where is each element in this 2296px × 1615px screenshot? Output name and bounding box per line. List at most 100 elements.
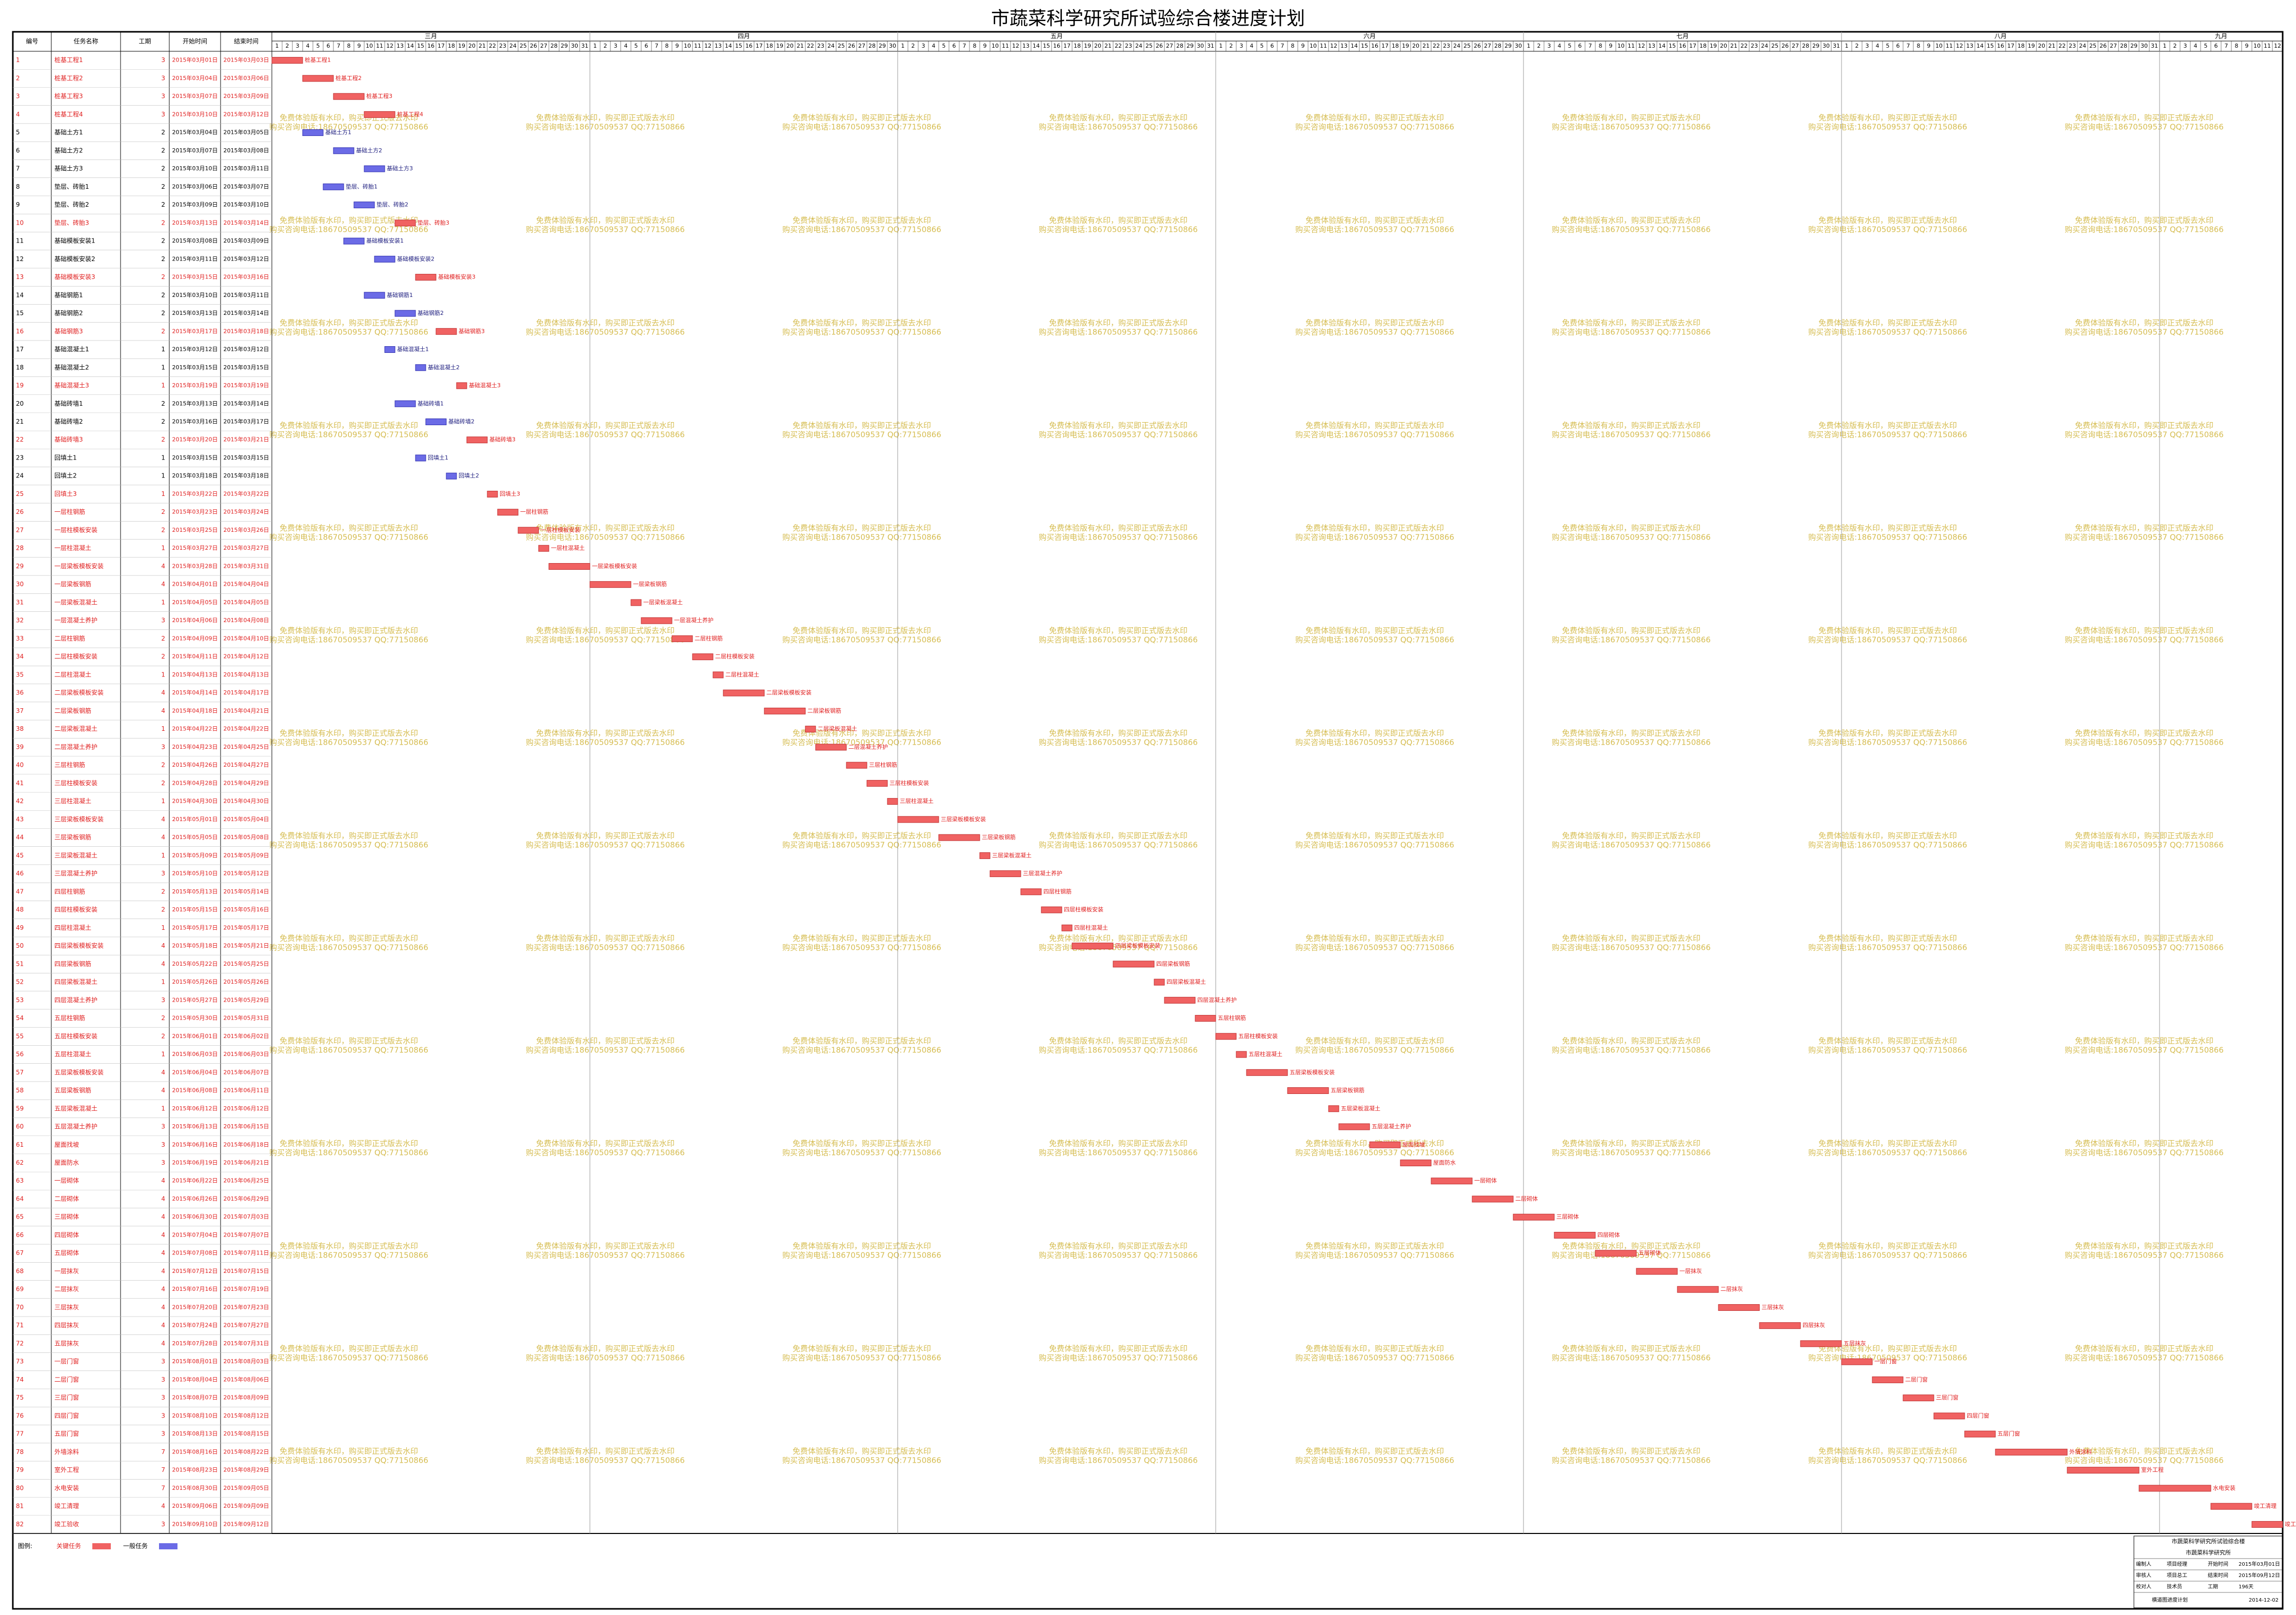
task-duration: 3 (161, 1394, 165, 1401)
task-end: 2015年03月14日 (224, 400, 269, 407)
task-id: 4 (16, 111, 20, 118)
task-id: 31 (16, 599, 24, 606)
watermark: 免费体验版有水印，购买即正式版去水印 (1818, 1242, 1957, 1251)
task-start: 2015年06月04日 (172, 1068, 218, 1075)
task-name: 垫层、砖胎2 (54, 201, 89, 208)
watermark: 购买咨询电话:18670509537 QQ:77150866 (1295, 1456, 1454, 1465)
task-bar (497, 509, 519, 516)
watermark: 购买咨询电话:18670509537 QQ:77150866 (1808, 1251, 1967, 1260)
watermark: 免费体验版有水印，购买即正式版去水印 (1562, 1344, 1700, 1353)
task-id: 15 (16, 310, 24, 317)
watermark: 购买咨询电话:18670509537 QQ:77150866 (1552, 738, 1711, 747)
task-end: 2015年03月15日 (224, 364, 269, 371)
task-bar (333, 93, 365, 100)
day-label: 18 (1074, 43, 1081, 49)
watermark: 购买咨询电话:18670509537 QQ:77150866 (1552, 943, 1711, 952)
task-id: 55 (16, 1032, 24, 1040)
task-name: 四层梁板模板安装 (54, 942, 104, 949)
task-end: 2015年06月11日 (224, 1087, 269, 1094)
day-label: 1 (2163, 43, 2167, 49)
task-end: 2015年03月24日 (224, 508, 269, 515)
watermark: 购买咨询电话:18670509537 QQ:77150866 (782, 1456, 941, 1465)
task-name: 垫层、砖胎3 (54, 218, 89, 226)
task-start: 2015年08月07日 (172, 1394, 218, 1401)
task-bar (518, 527, 539, 534)
task-start: 2015年04月26日 (172, 761, 218, 768)
watermark: 免费体验版有水印，购买即正式版去水印 (280, 1447, 418, 1456)
task-start: 2015年08月30日 (172, 1484, 218, 1491)
watermark: 免费体验版有水印，购买即正式版去水印 (2075, 729, 2213, 738)
task-id: 51 (16, 960, 24, 967)
task-end: 2015年03月18日 (224, 472, 269, 479)
watermark: 免费体验版有水印，购买即正式版去水印 (1562, 524, 1700, 533)
watermark: 免费体验版有水印，购买即正式版去水印 (1049, 626, 1187, 635)
task-id: 18 (16, 364, 24, 371)
watermark: 购买咨询电话:18670509537 QQ:77150866 (269, 533, 428, 542)
task-duration: 2 (161, 310, 165, 317)
day-label: 21 (479, 43, 486, 49)
bar-label: 一层砌体 (1474, 1177, 1497, 1184)
bar-label: 五层柱模板安装 (1238, 1032, 1278, 1040)
task-start: 2015年03月16日 (172, 418, 218, 425)
day-label: 3 (922, 43, 925, 49)
watermark: 免费体验版有水印，购买即正式版去水印 (2075, 216, 2213, 225)
task-end: 2015年03月26日 (224, 526, 269, 533)
task-duration: 1 (161, 454, 165, 461)
watermark: 购买咨询电话:18670509537 QQ:77150866 (1039, 1046, 1198, 1055)
watermark: 免费体验版有水印，购买即正式版去水印 (2075, 1242, 2213, 1251)
watermark: 购买咨询电话:18670509537 QQ:77150866 (526, 738, 685, 747)
watermark: 免费体验版有水印，购买即正式版去水印 (1049, 1447, 1187, 1456)
task-id: 75 (16, 1394, 24, 1401)
task-end: 2015年04月04日 (224, 581, 269, 588)
bar-label: 二层门窗 (1905, 1375, 1928, 1383)
task-bar (723, 689, 765, 696)
task-bar (897, 816, 939, 823)
task-name: 桩基工程3 (54, 92, 83, 100)
watermark: 购买咨询电话:18670509537 QQ:77150866 (526, 225, 685, 234)
task-start: 2015年08月10日 (172, 1412, 218, 1419)
task-name: 基础模板安装1 (54, 237, 95, 245)
bar-label: 三层柱混凝土 (900, 797, 934, 805)
task-bar (1020, 888, 1042, 895)
task-name: 水电安装 (54, 1484, 79, 1491)
task-end: 2015年08月06日 (224, 1375, 269, 1383)
day-label: 22 (1115, 43, 1122, 49)
watermark: 购买咨询电话:18670509537 QQ:77150866 (782, 430, 941, 440)
day-label: 11 (1320, 43, 1327, 49)
task-id: 14 (16, 291, 24, 298)
day-label: 15 (735, 43, 742, 49)
day-label: 6 (1578, 43, 1582, 49)
task-bar (1636, 1268, 1678, 1275)
day-label: 20 (1720, 43, 1727, 49)
day-label: 20 (468, 43, 476, 49)
task-start: 2015年07月24日 (172, 1322, 218, 1329)
day-label: 19 (2028, 43, 2035, 49)
column-header: 结束时间 (234, 38, 259, 45)
watermark: 免费体验版有水印，购买即正式版去水印 (1049, 216, 1187, 225)
watermark: 购买咨询电话:18670509537 QQ:77150866 (1295, 1046, 1454, 1055)
task-duration: 4 (161, 1304, 165, 1311)
task-duration: 2 (161, 328, 165, 335)
task-start: 2015年03月08日 (172, 237, 218, 244)
watermark: 购买咨询电话:18670509537 QQ:77150866 (1295, 943, 1454, 952)
task-name: 基础混凝土3 (54, 382, 89, 389)
watermark: 购买咨询电话:18670509537 QQ:77150866 (782, 635, 941, 645)
task-start: 2015年03月23日 (172, 508, 218, 515)
day-label: 18 (448, 43, 455, 49)
task-id: 47 (16, 888, 24, 895)
task-end: 2015年06月03日 (224, 1050, 269, 1058)
bar-label: 二层柱钢筋 (695, 634, 723, 642)
legend-title: 图例: (18, 1543, 32, 1550)
watermark: 购买咨询电话:18670509537 QQ:77150866 (782, 1148, 941, 1158)
watermark: 购买咨询电话:18670509537 QQ:77150866 (1552, 533, 1711, 542)
task-duration: 4 (161, 1286, 165, 1293)
day-label: 21 (1730, 43, 1737, 49)
bar-label: 外墙涂料 (2069, 1448, 2092, 1455)
bar-label: 五层梁板模板安装 (1290, 1068, 1335, 1075)
watermark: 购买咨询电话:18670509537 QQ:77150866 (2065, 123, 2224, 132)
task-name: 四层抹灰 (54, 1322, 79, 1329)
task-duration: 3 (161, 617, 165, 624)
task-bar (487, 490, 498, 497)
watermark: 免费体验版有水印，购买即正式版去水印 (1305, 113, 1444, 123)
task-bar (364, 292, 385, 299)
